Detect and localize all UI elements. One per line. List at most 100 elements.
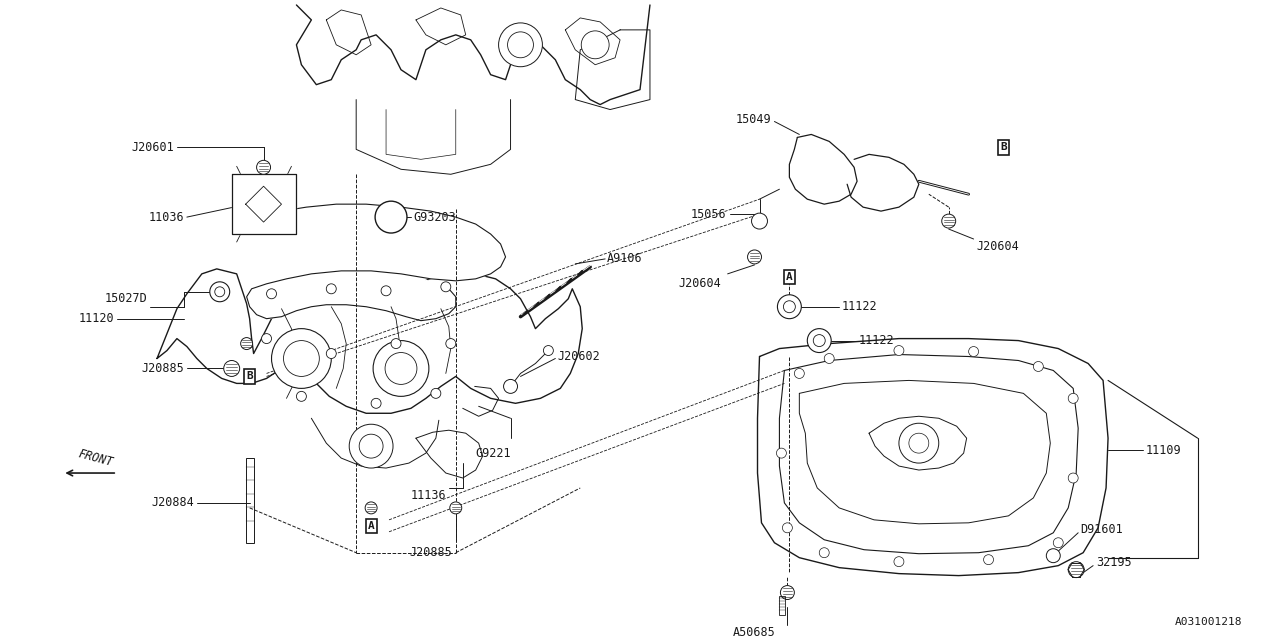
Text: 15049: 15049 [736, 113, 772, 126]
Text: 11122: 11122 [841, 300, 877, 313]
Circle shape [983, 555, 993, 564]
Circle shape [385, 353, 417, 385]
Circle shape [1053, 538, 1064, 548]
Circle shape [804, 154, 835, 184]
Circle shape [795, 369, 804, 378]
Circle shape [878, 175, 890, 188]
Circle shape [210, 282, 229, 301]
Text: J20602: J20602 [557, 350, 600, 363]
Text: A: A [367, 521, 375, 531]
Circle shape [365, 502, 378, 514]
Text: G93203: G93203 [413, 211, 456, 223]
Circle shape [899, 423, 938, 463]
Text: J20885: J20885 [141, 362, 184, 375]
Circle shape [969, 346, 979, 356]
Text: B: B [1000, 142, 1007, 152]
Circle shape [431, 388, 440, 398]
Circle shape [1046, 548, 1060, 563]
Circle shape [349, 424, 393, 468]
Circle shape [445, 339, 456, 349]
Circle shape [381, 286, 390, 296]
Circle shape [503, 380, 517, 394]
Circle shape [777, 295, 801, 319]
Text: A031001218: A031001218 [1175, 618, 1243, 627]
Polygon shape [416, 8, 466, 45]
Circle shape [893, 557, 904, 566]
Text: 11109: 11109 [1146, 444, 1181, 456]
Circle shape [371, 398, 381, 408]
Polygon shape [416, 430, 483, 478]
Circle shape [1069, 394, 1078, 403]
Polygon shape [247, 204, 506, 321]
Circle shape [215, 287, 225, 297]
Text: 15056: 15056 [691, 207, 727, 221]
Polygon shape [463, 387, 499, 416]
Circle shape [326, 284, 337, 294]
Polygon shape [297, 5, 650, 104]
Circle shape [449, 502, 462, 514]
Polygon shape [575, 30, 650, 109]
Polygon shape [326, 10, 371, 55]
Polygon shape [847, 154, 919, 211]
Circle shape [283, 340, 319, 376]
Text: 11120: 11120 [78, 312, 114, 325]
Text: 11122: 11122 [859, 334, 895, 347]
Circle shape [893, 346, 904, 356]
Circle shape [777, 448, 786, 458]
Circle shape [297, 392, 306, 401]
Circle shape [508, 32, 534, 58]
Polygon shape [758, 339, 1108, 575]
Circle shape [271, 328, 332, 388]
Text: 11136: 11136 [410, 490, 445, 502]
Text: FRONT: FRONT [77, 447, 114, 469]
Circle shape [781, 586, 795, 600]
Circle shape [581, 31, 609, 59]
Circle shape [872, 170, 896, 193]
Circle shape [256, 161, 270, 174]
Text: J20884: J20884 [151, 497, 193, 509]
Text: 15027D: 15027D [104, 292, 147, 305]
Text: J20604: J20604 [977, 241, 1019, 253]
Text: J20604: J20604 [678, 277, 721, 291]
Circle shape [812, 161, 827, 177]
Circle shape [326, 349, 337, 358]
Circle shape [909, 433, 929, 453]
Circle shape [748, 250, 762, 264]
Circle shape [360, 434, 383, 458]
Circle shape [375, 201, 407, 233]
Circle shape [372, 340, 429, 396]
Circle shape [808, 328, 831, 353]
Circle shape [783, 301, 795, 313]
Circle shape [1069, 473, 1078, 483]
Circle shape [499, 23, 543, 67]
Circle shape [751, 213, 768, 229]
Circle shape [1069, 562, 1084, 577]
Circle shape [261, 333, 271, 344]
Polygon shape [232, 174, 297, 234]
Circle shape [824, 353, 835, 364]
Circle shape [782, 523, 792, 532]
Circle shape [440, 282, 451, 292]
Text: 32195: 32195 [1096, 556, 1132, 569]
Text: A: A [786, 272, 792, 282]
Circle shape [241, 337, 252, 349]
Circle shape [266, 289, 276, 299]
Polygon shape [356, 100, 511, 174]
Circle shape [819, 548, 829, 557]
Text: J20885: J20885 [410, 546, 452, 559]
Text: 11036: 11036 [148, 211, 184, 223]
Circle shape [942, 214, 956, 228]
Polygon shape [566, 18, 620, 65]
Polygon shape [157, 269, 582, 413]
Text: B: B [246, 371, 253, 381]
Polygon shape [311, 419, 439, 468]
Polygon shape [790, 134, 858, 204]
Text: D91601: D91601 [1080, 524, 1123, 536]
Text: J20601: J20601 [131, 141, 174, 154]
Circle shape [544, 346, 553, 356]
Text: A50685: A50685 [733, 626, 776, 639]
Text: A9106: A9106 [607, 252, 643, 266]
Circle shape [390, 339, 401, 349]
Text: G9221: G9221 [476, 447, 511, 460]
Circle shape [224, 360, 239, 376]
